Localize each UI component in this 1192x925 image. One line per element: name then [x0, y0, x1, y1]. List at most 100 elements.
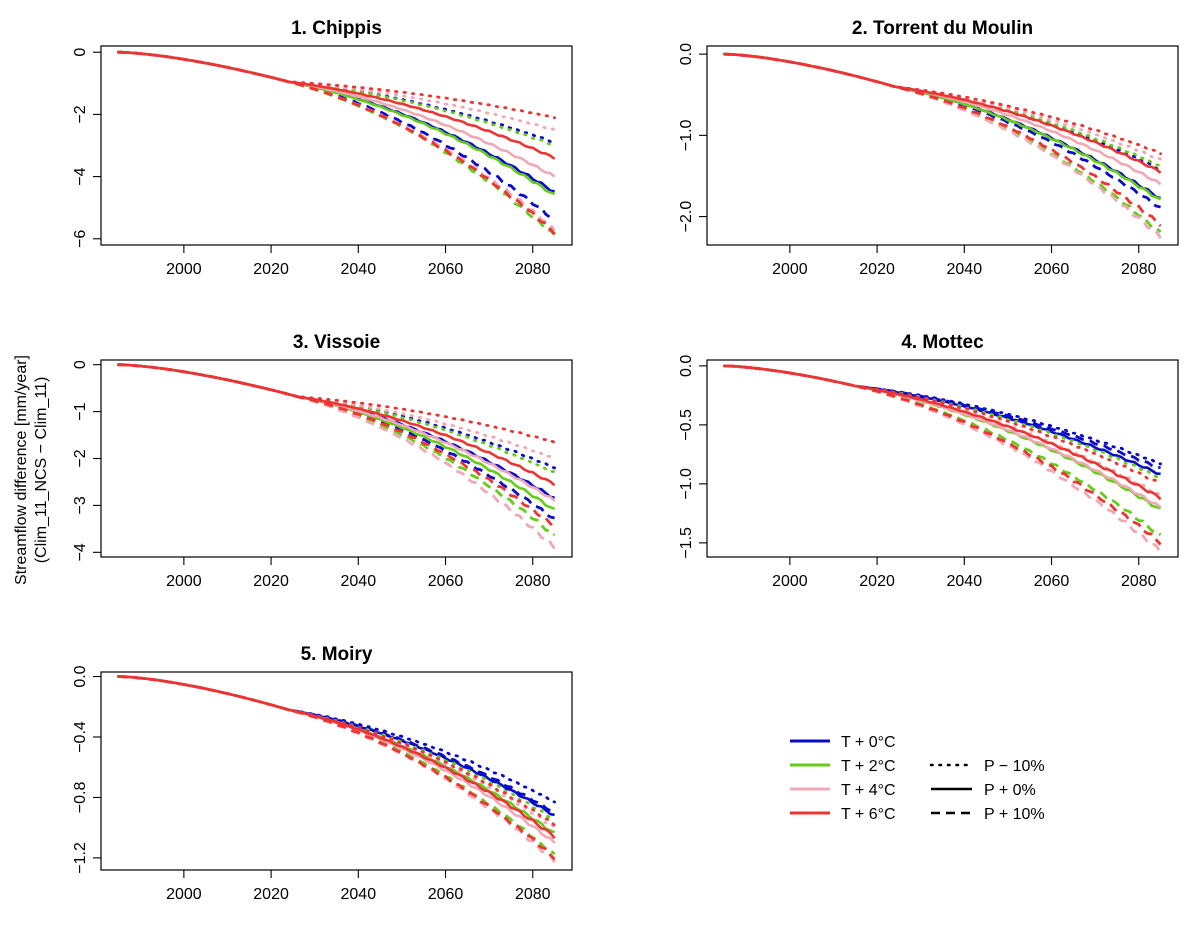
x-tick-label: 2060 [1034, 573, 1070, 590]
plot-frame [100, 45, 573, 246]
y-tick-label: −2 [72, 105, 89, 123]
series-t-0-c-p-0 [118, 675, 555, 817]
panel-2-torrent-du-moulin: 2. Torrent du Moulin 2000 2020 2040 2060 2080… [678, 18, 1179, 278]
series-t-4-c-p-0 [724, 364, 1162, 509]
panel-title: 4. Mottec [901, 332, 984, 353]
series-t-2-c-p-10 [723, 52, 1162, 167]
panel-5-moiry: 5. Moiry 2000 2020 2040 2060 2080 0.0 −0.4 −0.8 −… [72, 644, 573, 903]
x-tick-label: 2060 [428, 886, 464, 903]
x-tick-label: 2080 [515, 886, 551, 903]
x-tick-label: 2080 [515, 573, 551, 590]
legend-label-t-4-c: T + 4°C [841, 782, 896, 799]
y-tick-label: 0 [72, 48, 89, 57]
series-t-6-c-p-10 [117, 675, 556, 827]
series-t-0-c-p-10 [723, 52, 1162, 171]
y-axis-label-line1: Streamflow difference [mm/year] [13, 355, 30, 585]
series-t-6-c-p-10 [118, 675, 556, 861]
series-t-4-c-p-10 [723, 52, 1162, 161]
x-tick-label: 2000 [166, 573, 202, 590]
x-tick-label: 2080 [515, 261, 551, 278]
legend-label-p-0: P + 0% [984, 782, 1036, 799]
series-t-2-c-p-10 [117, 50, 556, 147]
legend-label-p-10: P − 10% [984, 758, 1045, 775]
series-t-0-c-p-0 [724, 364, 1161, 476]
x-tick-label: 2080 [1121, 573, 1157, 590]
y-tick-label: −1 [72, 402, 89, 420]
y-tick-label: −1.0 [678, 468, 695, 500]
series-t-2-c-p-10 [723, 364, 1162, 479]
panel-title: 1. Chippis [291, 18, 382, 39]
y-tick-label: −0.8 [72, 782, 89, 814]
series-t-6-c-p-0 [118, 50, 556, 160]
series-t-2-c-p-10 [118, 363, 556, 537]
x-tick-label: 2080 [1121, 261, 1157, 278]
series-t-0-c-p-0 [118, 50, 555, 193]
panel-title: 2. Torrent du Moulin [852, 18, 1033, 39]
panel-1-chippis: 1. Chippis 2000 2020 2040 2060 2080 0 −2 −4 −6 [72, 18, 573, 278]
series-t-6-c-p-0 [724, 52, 1162, 174]
x-tick-label: 2000 [166, 886, 202, 903]
series-t-0-c-p-10 [723, 364, 1162, 466]
series-t-2-c-p-10 [117, 363, 556, 474]
legend-label-t-6-c: T + 6°C [841, 806, 896, 823]
x-tick-label: 2060 [428, 261, 464, 278]
panel-title: 5. Moiry [301, 644, 373, 665]
y-tick-label: 0.0 [678, 355, 695, 377]
series-t-6-c-p-10 [117, 50, 556, 120]
x-tick-label: 2040 [947, 573, 983, 590]
series-t-4-c-p-10 [118, 50, 556, 232]
y-tick-label: −6 [72, 230, 89, 248]
series-t-6-c-p-0 [118, 363, 556, 487]
x-tick-label: 2040 [947, 261, 983, 278]
y-tick-label: −1.0 [678, 119, 695, 151]
series-t-4-c-p-10 [118, 363, 556, 550]
x-tick-label: 2020 [253, 886, 289, 903]
series-t-0-c-p-10 [118, 50, 555, 220]
x-tick-label: 2060 [428, 573, 464, 590]
series-t-2-c-p-10 [724, 52, 1162, 234]
panel-3-vissoie: 3. Vissoie 2000 2020 2040 2060 2080 0 −1 −2 −3 −4 [72, 332, 573, 590]
y-tick-label: −0.5 [678, 409, 695, 441]
x-tick-label: 2000 [166, 261, 202, 278]
panels: 1. Chippis 2000 2020 2040 2060 2080 0 −2 −4 −6 2. … [72, 18, 1179, 903]
x-tick-label: 2060 [1034, 261, 1070, 278]
series-t-0-c-p-10 [117, 50, 556, 144]
y-axis-label-line2: (Clim_11_NCS − Clim_11) [33, 377, 50, 564]
plot-frame [706, 45, 1179, 246]
y-tick-label: −3 [72, 496, 89, 514]
series-t-4-c-p-10 [117, 675, 556, 829]
series-t-6-c-p-10 [724, 364, 1162, 546]
x-tick-label: 2020 [253, 261, 289, 278]
y-tick-label: 0.0 [72, 665, 89, 687]
legend-label-t-2-c: T + 2°C [841, 758, 896, 775]
y-tick-label: −2.0 [678, 201, 695, 233]
y-tick-label: 0 [72, 360, 89, 369]
series-t-0-c-p-10 [724, 52, 1161, 209]
series-t-4-c-p-10 [117, 363, 556, 460]
series-t-2-c-p-0 [118, 675, 556, 834]
x-tick-label: 2000 [772, 261, 808, 278]
y-tick-label: −4 [72, 167, 89, 185]
series-t-6-c-p-0 [118, 675, 556, 840]
plot-frame [100, 671, 573, 871]
series-t-6-c-p-10 [118, 50, 556, 236]
panel-4-mottec: 4. Mottec 2000 2020 2040 2060 2080 0.0 −0.5 −1.0… [678, 332, 1179, 590]
y-tick-label: −0.4 [72, 721, 89, 753]
series-t-4-c-p-0 [118, 675, 556, 844]
series-t-4-c-p-10 [724, 364, 1162, 554]
series-t-4-c-p-0 [724, 52, 1162, 186]
series-t-4-c-p-10 [723, 364, 1162, 497]
x-tick-label: 2000 [772, 573, 808, 590]
plot-frame [706, 359, 1179, 558]
legend-label-t-0-c: T + 0°C [841, 734, 896, 751]
x-tick-label: 2020 [253, 573, 289, 590]
series-t-6-c-p-10 [723, 364, 1162, 487]
legend-label-p-10: P + 10% [984, 806, 1045, 823]
y-tick-label: −4 [72, 543, 89, 561]
panel-title: 3. Vissoie [293, 332, 380, 353]
y-tick-label: −1.5 [678, 527, 695, 559]
x-tick-label: 2040 [341, 886, 377, 903]
series-t-0-c-p-10 [118, 363, 555, 520]
series-t-6-c-p-0 [724, 364, 1162, 501]
